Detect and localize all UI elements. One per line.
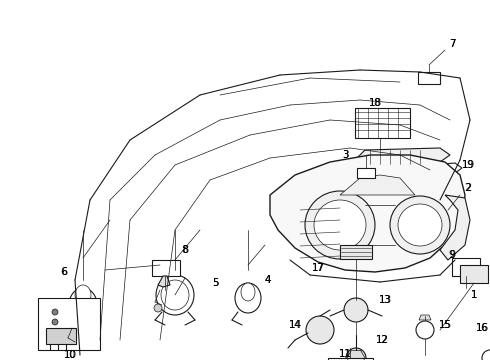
Text: 15: 15 <box>439 320 452 330</box>
Bar <box>355 108 410 138</box>
Text: 1: 1 <box>471 290 477 300</box>
Text: 18: 18 <box>368 98 382 108</box>
Text: 9: 9 <box>449 250 455 260</box>
Bar <box>357 168 375 178</box>
Polygon shape <box>270 155 465 272</box>
Bar <box>418 72 440 84</box>
Circle shape <box>346 348 366 360</box>
Ellipse shape <box>305 191 375 259</box>
Text: 11: 11 <box>339 349 351 359</box>
Text: 6: 6 <box>61 267 67 277</box>
Text: 4: 4 <box>265 275 271 285</box>
Ellipse shape <box>156 275 194 315</box>
Ellipse shape <box>161 280 189 310</box>
Text: 17: 17 <box>312 263 324 273</box>
Text: 6: 6 <box>61 267 67 277</box>
Text: 19: 19 <box>462 160 475 170</box>
Text: 3: 3 <box>342 150 348 160</box>
Text: 13: 13 <box>378 295 392 305</box>
Text: 2: 2 <box>465 183 471 193</box>
Text: 12: 12 <box>375 335 389 345</box>
Ellipse shape <box>314 200 366 250</box>
Text: 11: 11 <box>339 349 352 359</box>
Polygon shape <box>158 276 170 287</box>
Bar <box>46 328 76 344</box>
Circle shape <box>344 298 368 322</box>
Text: 3: 3 <box>342 150 348 160</box>
Bar <box>340 245 372 259</box>
Bar <box>452 258 480 276</box>
Polygon shape <box>424 163 462 175</box>
Circle shape <box>306 316 334 344</box>
Polygon shape <box>440 195 470 260</box>
Bar <box>38 298 100 350</box>
Text: 2: 2 <box>465 183 471 193</box>
Bar <box>152 260 180 276</box>
Polygon shape <box>340 175 415 195</box>
Text: 9: 9 <box>449 250 455 260</box>
Text: 14: 14 <box>289 320 302 330</box>
Text: 8: 8 <box>182 245 188 255</box>
Text: 10: 10 <box>64 350 76 360</box>
Text: 8: 8 <box>182 245 188 255</box>
Polygon shape <box>72 318 94 328</box>
Circle shape <box>416 321 434 339</box>
Ellipse shape <box>75 285 91 305</box>
Text: 7: 7 <box>449 39 455 49</box>
Text: 12: 12 <box>376 335 388 345</box>
Text: 10: 10 <box>63 350 76 360</box>
Text: 1: 1 <box>471 290 477 300</box>
Ellipse shape <box>390 196 450 254</box>
Bar <box>328 358 373 360</box>
Ellipse shape <box>69 288 97 322</box>
Circle shape <box>52 309 58 315</box>
Text: 19: 19 <box>462 160 474 170</box>
Ellipse shape <box>241 283 255 301</box>
Polygon shape <box>419 315 431 320</box>
Text: 4: 4 <box>265 275 271 285</box>
Ellipse shape <box>398 204 442 246</box>
Text: 15: 15 <box>439 320 451 330</box>
Text: 7: 7 <box>449 39 455 49</box>
Text: 5: 5 <box>212 278 218 288</box>
Text: 18: 18 <box>369 98 381 108</box>
Circle shape <box>482 350 490 360</box>
Circle shape <box>52 319 58 325</box>
Circle shape <box>154 304 162 312</box>
Text: 17: 17 <box>311 263 325 273</box>
Text: 16: 16 <box>475 323 489 333</box>
Polygon shape <box>358 148 450 164</box>
Text: 14: 14 <box>289 320 301 330</box>
Text: 16: 16 <box>476 323 488 333</box>
Text: 13: 13 <box>379 295 391 305</box>
Text: 5: 5 <box>212 278 219 288</box>
Ellipse shape <box>235 283 261 313</box>
Bar <box>460 265 488 283</box>
